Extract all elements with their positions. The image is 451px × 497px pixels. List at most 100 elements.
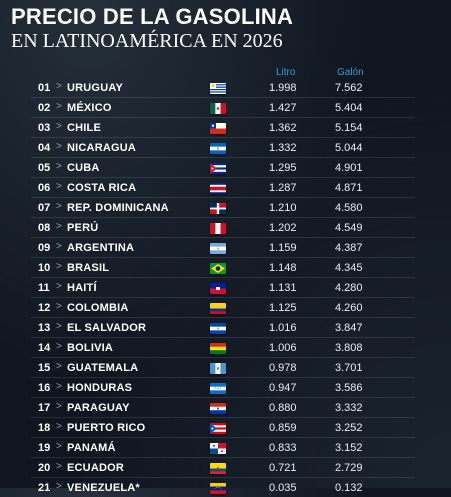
- peru-flag-icon: [210, 223, 226, 234]
- price-per-gallon: 5.154: [335, 122, 363, 134]
- table-row: 14 > BOLIVIA 1.006 3.808: [31, 338, 415, 358]
- chevron-right-icon: >: [56, 121, 62, 132]
- price-per-liter: 0.721: [269, 462, 297, 474]
- price-per-gallon: 3.152: [335, 442, 363, 454]
- cuba-flag-icon: [210, 163, 226, 174]
- country-name: HONDURAS: [67, 382, 133, 394]
- table-row: 04 > NICARAGUA 1.332 5.044: [31, 138, 415, 158]
- country-name: COSTA RICA: [67, 182, 137, 194]
- chevron-right-icon: >: [56, 101, 62, 112]
- chevron-right-icon: >: [56, 421, 62, 432]
- rank-number: 10: [38, 262, 51, 274]
- price-per-liter: 1.148: [269, 262, 297, 274]
- chevron-right-icon: >: [56, 481, 62, 492]
- price-per-gallon: 3.808: [335, 342, 363, 354]
- price-per-gallon: 3.701: [335, 362, 363, 374]
- table-row: 01 > URUGUAY 1.998 7.562: [31, 78, 415, 98]
- rank-number: 20: [38, 462, 51, 474]
- price-per-liter: 0.035: [269, 482, 297, 494]
- country-name: URUGUAY: [67, 82, 124, 94]
- rank-number: 18: [38, 422, 51, 434]
- table-row: 17 > PARAGUAY 0.880 3.332: [31, 398, 415, 418]
- price-per-liter: 0.880: [269, 402, 297, 414]
- chevron-right-icon: >: [56, 381, 62, 392]
- rank-number: 07: [38, 202, 51, 214]
- price-per-gallon: 4.901: [335, 162, 363, 174]
- rank-number: 17: [38, 402, 51, 414]
- price-per-liter: 1.287: [269, 182, 297, 194]
- price-per-gallon: 3.847: [335, 322, 363, 334]
- table-row: 07 > REP. DOMINICANA 1.210 4.580: [31, 198, 415, 218]
- chevron-right-icon: >: [56, 461, 62, 472]
- rank-number: 14: [38, 342, 51, 354]
- chile-flag-icon: [210, 123, 226, 134]
- chevron-right-icon: >: [56, 321, 62, 332]
- table-row: 12 > COLOMBIA 1.125 4.260: [31, 298, 415, 318]
- column-header-galon: Galón: [337, 67, 364, 78]
- country-name: BOLIVIA: [67, 342, 114, 354]
- table-row: 15 > GUATEMALA 0.978 3.701: [31, 358, 415, 378]
- price-per-gallon: 2.729: [335, 462, 363, 474]
- price-per-gallon: 5.404: [335, 102, 363, 114]
- country-name: PANAMÁ: [67, 442, 116, 454]
- price-per-gallon: 3.252: [335, 422, 363, 434]
- price-table: 01 > URUGUAY 1.998 7.562 02 > MÉXICO 1.427 5.404 0…: [31, 78, 415, 497]
- price-per-liter: 1.332: [269, 142, 297, 154]
- rank-number: 15: [38, 362, 51, 374]
- rank-number: 06: [38, 182, 51, 194]
- panama-flag-icon: [210, 443, 226, 454]
- price-per-gallon: 3.586: [335, 382, 363, 394]
- rank-number: 13: [38, 322, 51, 334]
- country-name: ARGENTINA: [67, 242, 135, 254]
- price-per-gallon: 0.132: [335, 482, 363, 494]
- price-per-gallon: 4.280: [335, 282, 363, 294]
- chevron-right-icon: >: [56, 221, 62, 232]
- price-per-liter: 1.006: [269, 342, 297, 354]
- chevron-right-icon: >: [56, 81, 62, 92]
- country-name: NICARAGUA: [67, 142, 137, 154]
- country-name: REP. DOMINICANA: [67, 202, 169, 214]
- price-per-liter: 1.210: [269, 202, 297, 214]
- table-row: 02 > MÉXICO 1.427 5.404: [31, 98, 415, 118]
- table-row: 10 > BRASIL 1.148 4.345: [31, 258, 415, 278]
- mexico-flag-icon: [210, 103, 226, 114]
- dominican-republic-flag-icon: [210, 203, 226, 214]
- chevron-right-icon: >: [56, 201, 62, 212]
- table-row: 20 > ECUADOR 0.721 2.729: [31, 458, 415, 478]
- country-name: CUBA: [67, 162, 100, 174]
- price-per-gallon: 4.580: [335, 202, 363, 214]
- rank-number: 16: [38, 382, 51, 394]
- table-row: 19 > PANAMÁ 0.833 3.152: [31, 438, 415, 458]
- country-name: EL SALVADOR: [67, 322, 147, 334]
- country-name: ECUADOR: [67, 462, 125, 474]
- rank-number: 19: [38, 442, 51, 454]
- costa-rica-flag-icon: [210, 183, 226, 194]
- price-per-liter: 1.362: [269, 122, 297, 134]
- chevron-right-icon: >: [56, 141, 62, 152]
- rank-number: 03: [38, 122, 51, 134]
- price-per-gallon: 7.562: [335, 82, 363, 94]
- table-row: 03 > CHILE 1.362 5.154: [31, 118, 415, 138]
- page-subtitle: EN LATINOAMÉRICA EN 2026: [11, 30, 283, 52]
- country-name: CHILE: [67, 122, 101, 134]
- chevron-right-icon: >: [56, 161, 62, 172]
- chevron-right-icon: >: [56, 361, 62, 372]
- table-row: 05 > CUBA 1.295 4.901: [31, 158, 415, 178]
- chevron-right-icon: >: [56, 241, 62, 252]
- puerto-rico-flag-icon: [210, 423, 226, 434]
- price-per-gallon: 5.044: [335, 142, 363, 154]
- table-row: 11 > HAITÍ 1.131 4.280: [31, 278, 415, 298]
- price-per-liter: 1.202: [269, 222, 297, 234]
- price-per-liter: 1.131: [269, 282, 297, 294]
- rank-number: 09: [38, 242, 51, 254]
- price-per-liter: 1.295: [269, 162, 297, 174]
- table-row: 13 > EL SALVADOR 1.016 3.847: [31, 318, 415, 338]
- price-per-liter: 0.978: [269, 362, 297, 374]
- country-name: PERÚ: [67, 222, 99, 234]
- chevron-right-icon: >: [56, 281, 62, 292]
- table-row: 09 > ARGENTINA 1.159 4.387: [31, 238, 415, 258]
- price-per-gallon: 3.332: [335, 402, 363, 414]
- haiti-flag-icon: [210, 283, 226, 294]
- rank-number: 02: [38, 102, 51, 114]
- venezuela-flag-icon: [210, 483, 226, 494]
